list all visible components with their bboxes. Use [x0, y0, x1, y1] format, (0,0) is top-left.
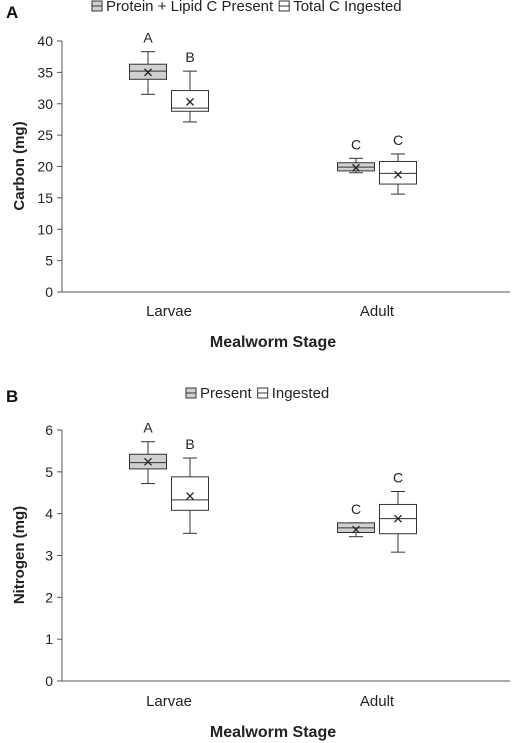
legend-label: Present — [200, 385, 253, 402]
box-ingested-larvae: B — [171, 436, 209, 534]
x-category-label: Larvae — [146, 303, 192, 320]
y-axis-title: Carbon (mg) — [11, 121, 28, 210]
box-present-larvae: A — [129, 420, 167, 485]
y-tick-label: 10 — [37, 221, 53, 237]
y-axis-title: Nitrogen (mg) — [11, 506, 28, 604]
box-iqr — [171, 90, 209, 112]
significance-letter: A — [143, 420, 153, 436]
x-category-label: Larvae — [146, 693, 192, 710]
x-axis-title: Mealworm Stage — [210, 334, 336, 351]
significance-letter: C — [393, 132, 403, 148]
x-category-label: Adult — [360, 693, 395, 710]
mean-marker — [352, 525, 360, 534]
box-present-adult: C — [337, 501, 375, 538]
y-tick-label: 15 — [37, 190, 53, 206]
y-tick-label: 25 — [37, 127, 53, 143]
panel-label: B — [6, 387, 18, 406]
y-tick-label: 1 — [45, 631, 53, 647]
y-tick-label: 5 — [45, 464, 53, 480]
x-axis-title: Mealworm Stage — [210, 724, 336, 741]
y-tick-label: 0 — [45, 673, 53, 689]
significance-letter: C — [393, 469, 403, 485]
mean-marker — [394, 514, 402, 523]
y-tick-label: 35 — [37, 64, 53, 80]
significance-letter: A — [143, 30, 153, 46]
chart-panel-a: A Protein + Lipid C Present Total C Ingest… — [6, 0, 510, 351]
mean-marker — [144, 68, 152, 77]
legend-label: Total C Ingested — [293, 0, 401, 15]
panel-label: A — [6, 3, 18, 22]
box-total-c-ingested-adult: C — [379, 132, 417, 195]
y-tick-label: 6 — [45, 422, 53, 438]
significance-letter: C — [351, 136, 361, 152]
box-protein-lipid-c-present-adult: C — [337, 136, 375, 174]
chart-panel-b: B Present Ingested 0 1 2 3 4 5 6 Larvae Adult Mealwo… — [6, 385, 510, 741]
mean-marker — [186, 492, 194, 501]
y-tick-label: 40 — [37, 33, 53, 49]
y-tick-label: 20 — [37, 159, 53, 175]
box-iqr — [379, 160, 417, 185]
y-tick-label: 5 — [45, 253, 53, 269]
y-tick-label: 30 — [37, 96, 53, 112]
significance-letter: B — [185, 49, 194, 65]
mean-marker — [186, 97, 194, 106]
legend-label: Ingested — [272, 385, 330, 402]
box-protein-lipid-c-present-larvae: A — [129, 30, 167, 95]
mean-marker — [144, 457, 152, 466]
y-tick-label: 4 — [45, 506, 53, 522]
significance-letter: C — [351, 501, 361, 517]
box-iqr — [171, 476, 209, 511]
mean-marker — [352, 163, 360, 172]
mean-marker — [394, 170, 402, 179]
y-tick-label: 2 — [45, 589, 53, 605]
y-tick-label: 0 — [45, 284, 53, 300]
significance-letter: B — [185, 436, 194, 452]
legend-label: Protein + Lipid C Present — [106, 0, 274, 15]
y-tick-label: 3 — [45, 548, 53, 564]
x-category-label: Adult — [360, 303, 395, 320]
box-ingested-adult: C — [379, 469, 417, 553]
box-total-c-ingested-larvae: B — [171, 49, 209, 123]
